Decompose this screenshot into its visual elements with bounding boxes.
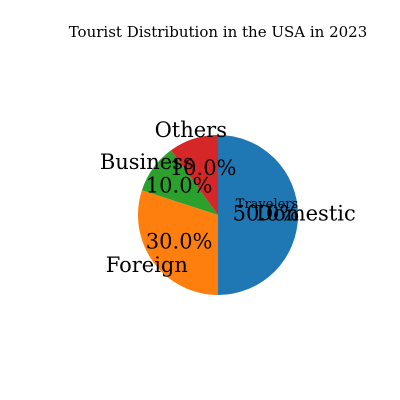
pie-slice-business	[141, 150, 218, 215]
slice-percent-others: 10.0%	[170, 156, 237, 180]
slice-percent-domestic: 50.0%	[233, 202, 300, 226]
slice-percent-foreign: 30.0%	[146, 230, 213, 254]
pie-slices	[138, 135, 298, 295]
slice-label-others: Others	[155, 118, 227, 142]
pie-slice-foreign	[138, 190, 218, 295]
slice-label-domestic: Domestic	[256, 202, 356, 226]
slice-label-foreign: Foreign	[106, 253, 188, 277]
pie-slice-others	[170, 135, 218, 215]
annotation-travelers: Travelers	[236, 197, 298, 212]
slice-label-business: Business	[100, 150, 194, 174]
pie-slice-domestic	[218, 135, 298, 295]
slice-percent-business: 10.0%	[146, 173, 213, 197]
chart-title: Tourist Distribution in the USA in 2023	[69, 23, 368, 41]
